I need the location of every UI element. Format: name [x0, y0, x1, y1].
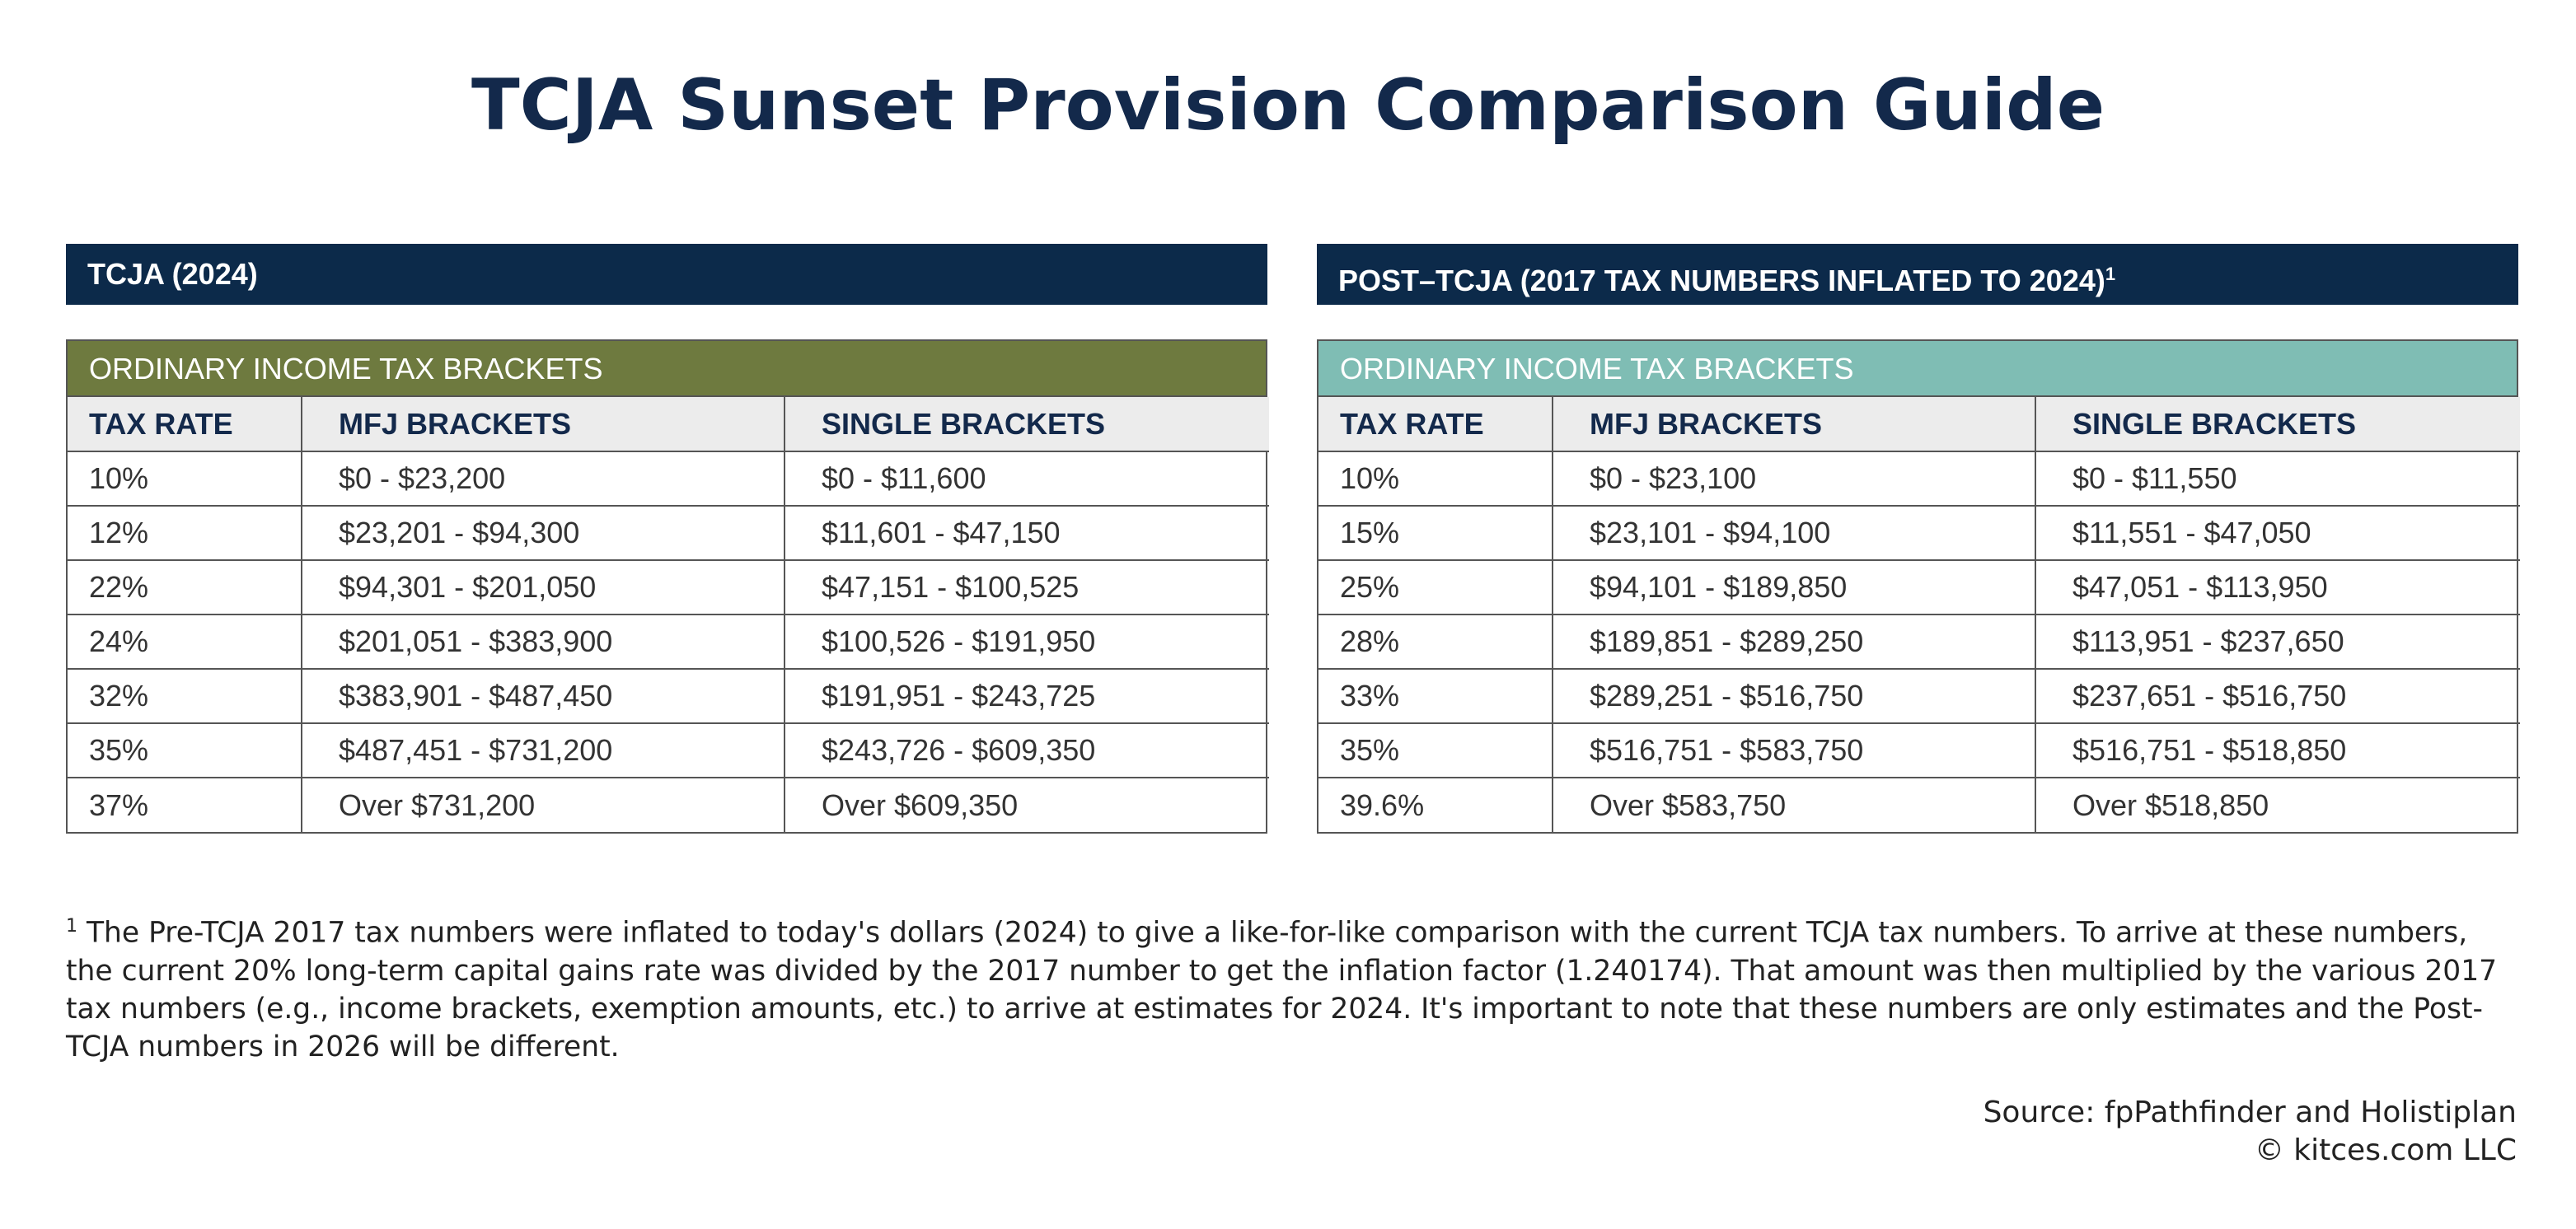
footnote-text: The Pre-TCJA 2017 tax numbers were infla… [66, 916, 2498, 1063]
single-bracket-cell: Over $518,850 [2073, 787, 2269, 822]
panel-tcja-2024: TCJA (2024) ORDINARY INCOME TAX BRACKETS… [66, 244, 1269, 834]
mfj-bracket-cell: $0 - $23,200 [302, 451, 785, 507]
copyright-line: © kitces.com LLC [2254, 1133, 2517, 1167]
panel-header: TCJA (2024) [66, 244, 1267, 305]
tax-rate-cell: 33% [1318, 669, 1553, 724]
tax-rate-cell: 39.6% [1318, 778, 1553, 832]
table-header-row: TAX RATE MFJ BRACKETS SINGLE BRACKETS [1318, 397, 2520, 452]
column-header-mfj: MFJ BRACKETS [302, 397, 785, 452]
column-header-single: SINGLE BRACKETS [785, 397, 1269, 452]
mfj-bracket-cell: $516,751 - $583,750 [1553, 723, 2036, 778]
tax-rate-cell: 32% [68, 669, 302, 724]
table-header-row: TAX RATE MFJ BRACKETS SINGLE BRACKETS [68, 397, 1269, 452]
single-bracket-cell: $237,651 - $516,750 [2035, 669, 2520, 724]
table-row: 37% Over $731,200 Over $609,350 [68, 778, 1269, 832]
table-row: 28% $189,851 - $289,250 $113,951 - $237,65… [1318, 614, 2520, 670]
single-bracket-cell: $243,726 - $609,350 [785, 723, 1269, 778]
single-bracket-cell: $11,551 - $47,050 [2035, 506, 2520, 561]
single-bracket-cell: $100,526 - $191,950 [785, 614, 1269, 670]
tax-rate-cell: 37% [68, 778, 302, 832]
tax-rate-cell: 22% [68, 560, 302, 615]
mfj-bracket-cell: $94,301 - $201,050 [302, 560, 785, 615]
tax-rate-cell: 28% [1318, 614, 1553, 670]
section-title: ORDINARY INCOME TAX BRACKETS [1318, 341, 2517, 397]
mfj-bracket-cell: $289,251 - $516,750 [1553, 669, 2036, 724]
tax-rate-cell: 25% [1318, 560, 1553, 615]
table-row: 35% $487,451 - $731,200 $243,726 - $609,35… [68, 723, 1269, 778]
section-title: ORDINARY INCOME TAX BRACKETS [68, 341, 1266, 397]
single-bracket-cell: $11,601 - $47,150 [785, 506, 1269, 561]
source-credit: Source: fpPathfinder and Holistiplan © k… [1984, 1094, 2517, 1170]
table-row: 10% $0 - $23,200 $0 - $11,600 [68, 451, 1269, 507]
tax-rate-cell: 35% [1318, 723, 1553, 778]
table-row: 39.6% Over $583,750 Over $518,850 [1318, 778, 2520, 832]
panel-header-label: TCJA (2024) [87, 257, 258, 291]
mfj-bracket-cell: $383,901 - $487,450 [302, 669, 785, 724]
tax-bracket-table: ORDINARY INCOME TAX BRACKETS TAX RATE MF… [1317, 339, 2520, 834]
tax-rate-cell: 12% [68, 506, 302, 561]
table-row: 24% $201,051 - $383,900 $100,526 - $191,95… [68, 614, 1269, 670]
column-header-tax-rate: TAX RATE [68, 397, 302, 452]
column-header-tax-rate: TAX RATE [1318, 397, 1553, 452]
mfj-bracket-cell: $94,101 - $189,850 [1553, 560, 2036, 615]
single-bracket-cell: $47,151 - $100,525 [785, 560, 1269, 615]
tax-rate-cell: 24% [68, 614, 302, 670]
mfj-bracket-cell: $23,101 - $94,100 [1553, 506, 2036, 561]
table-row: 32% $383,901 - $487,450 $191,951 - $243,72… [68, 669, 1269, 724]
single-bracket-cell: $0 - $11,600 [785, 451, 1269, 507]
column-header-single: SINGLE BRACKETS [2035, 397, 2520, 452]
footnote-marker: 1 [66, 916, 77, 937]
footnote-marker: 1 [2105, 264, 2116, 284]
table-row: 33% $289,251 - $516,750 $237,651 - $516,75… [1318, 669, 2520, 724]
panel-header-label: POST–TCJA (2017 TAX NUMBERS INFLATED TO … [1338, 264, 2105, 297]
mfj-bracket-cell: $0 - $23,100 [1553, 451, 2036, 507]
single-bracket-cell: $113,951 - $237,650 [2035, 614, 2520, 670]
source-line: Source: fpPathfinder and Holistiplan [1983, 1096, 2517, 1129]
mfj-bracket-cell: Over $731,200 [302, 778, 785, 832]
bracket-table: TAX RATE MFJ BRACKETS SINGLE BRACKETS 10… [1318, 397, 2520, 832]
panel-post-tcja: POST–TCJA (2017 TAX NUMBERS INFLATED TO … [1317, 244, 2520, 834]
table-row: 10% $0 - $23,100 $0 - $11,550 [1318, 451, 2520, 507]
page-title: TCJA Sunset Provision Comparison Guide [471, 64, 2105, 147]
mfj-bracket-cell: $487,451 - $731,200 [302, 723, 785, 778]
footnote: 1 The Pre-TCJA 2017 tax numbers were inf… [66, 908, 2513, 1066]
mfj-bracket-cell: $201,051 - $383,900 [302, 614, 785, 670]
bracket-table: TAX RATE MFJ BRACKETS SINGLE BRACKETS 10… [68, 397, 1269, 832]
single-bracket-cell: Over $609,350 [822, 787, 1019, 822]
single-bracket-cell: $191,951 - $243,725 [785, 669, 1269, 724]
table-row: 35% $516,751 - $583,750 $516,751 - $518,85… [1318, 723, 2520, 778]
single-bracket-cell: $0 - $11,550 [2035, 451, 2520, 507]
tax-rate-cell: 10% [1318, 451, 1553, 507]
table-row: 12% $23,201 - $94,300 $11,601 - $47,150 [68, 506, 1269, 561]
single-bracket-cell: $516,751 - $518,850 [2035, 723, 2520, 778]
column-header-mfj: MFJ BRACKETS [1553, 397, 2036, 452]
table-row: 15% $23,101 - $94,100 $11,551 - $47,050 [1318, 506, 2520, 561]
panel-header: POST–TCJA (2017 TAX NUMBERS INFLATED TO … [1317, 244, 2518, 305]
mfj-bracket-cell: $23,201 - $94,300 [302, 506, 785, 561]
tax-rate-cell: 10% [68, 451, 302, 507]
table-row: 22% $94,301 - $201,050 $47,151 - $100,525 [68, 560, 1269, 615]
table-row: 25% $94,101 - $189,850 $47,051 - $113,950 [1318, 560, 2520, 615]
tax-bracket-table: ORDINARY INCOME TAX BRACKETS TAX RATE MF… [66, 339, 1269, 834]
single-bracket-cell: $47,051 - $113,950 [2035, 560, 2520, 615]
mfj-bracket-cell: $189,851 - $289,250 [1553, 614, 2036, 670]
tax-rate-cell: 35% [68, 723, 302, 778]
tax-rate-cell: 15% [1318, 506, 1553, 561]
mfj-bracket-cell: Over $583,750 [1553, 778, 2036, 832]
